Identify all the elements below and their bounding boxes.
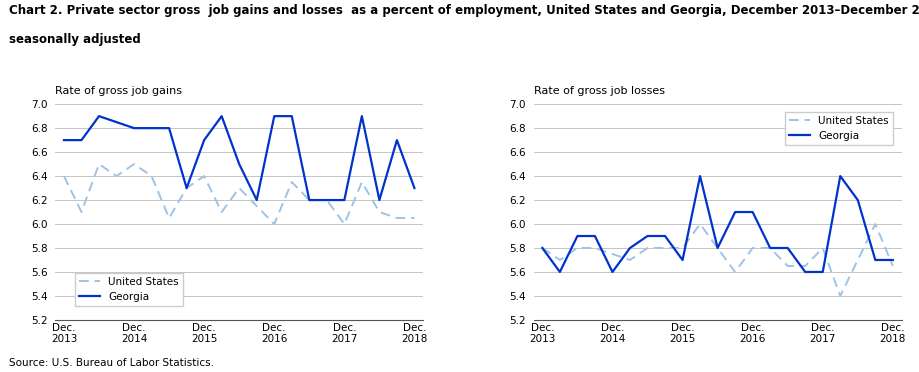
Text: Rate of gross job losses: Rate of gross job losses [533, 86, 664, 96]
Text: seasonally adjusted: seasonally adjusted [9, 33, 141, 46]
Text: Source: U.S. Bureau of Labor Statistics.: Source: U.S. Bureau of Labor Statistics. [9, 358, 214, 368]
Text: Rate of gross job gains: Rate of gross job gains [55, 86, 182, 96]
Legend: United States, Georgia: United States, Georgia [784, 112, 891, 145]
Legend: United States, Georgia: United States, Georgia [75, 273, 183, 306]
Text: Chart 2. Private sector gross  job gains and losses  as a percent of employment,: Chart 2. Private sector gross job gains … [9, 4, 919, 17]
